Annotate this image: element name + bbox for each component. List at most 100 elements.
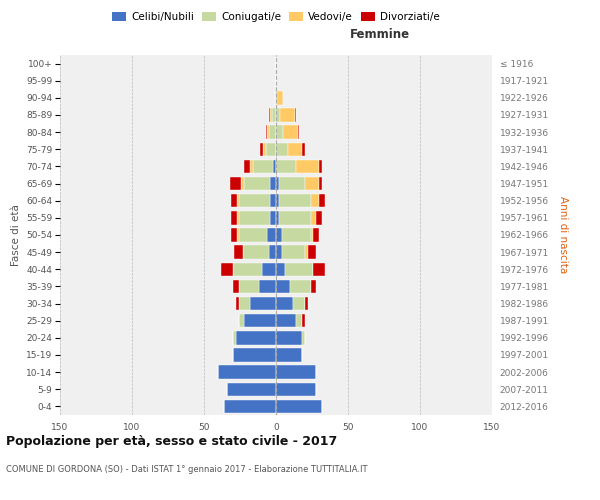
Bar xyxy=(227,382,276,396)
Bar xyxy=(233,348,276,362)
Bar xyxy=(276,280,290,293)
Text: Femmine: Femmine xyxy=(350,28,410,40)
Bar xyxy=(279,211,311,224)
Bar xyxy=(313,228,319,241)
Bar xyxy=(270,211,276,224)
Bar xyxy=(276,142,287,156)
Bar xyxy=(250,297,276,310)
Bar xyxy=(244,160,250,173)
Bar xyxy=(232,194,237,207)
Bar xyxy=(270,177,276,190)
Bar xyxy=(283,126,298,139)
Bar xyxy=(273,160,276,173)
Bar xyxy=(313,262,325,276)
Bar xyxy=(276,382,316,396)
Bar xyxy=(305,177,319,190)
Bar xyxy=(263,142,266,156)
Bar xyxy=(230,177,241,190)
Bar xyxy=(275,91,276,104)
Bar xyxy=(305,297,308,310)
Bar xyxy=(239,211,270,224)
Bar xyxy=(276,126,283,139)
Bar xyxy=(308,246,316,259)
Bar xyxy=(276,194,279,207)
Bar xyxy=(311,211,316,224)
Bar xyxy=(276,314,296,328)
Bar xyxy=(270,108,272,122)
Bar xyxy=(293,297,305,310)
Bar xyxy=(276,400,322,413)
Bar xyxy=(311,280,316,293)
Bar xyxy=(302,314,305,328)
Bar xyxy=(232,228,237,241)
Bar xyxy=(270,194,276,207)
Bar xyxy=(319,194,325,207)
Bar xyxy=(234,246,243,259)
Bar xyxy=(268,126,269,139)
Bar xyxy=(221,262,233,276)
Bar xyxy=(282,228,311,241)
Bar xyxy=(233,262,262,276)
Bar xyxy=(276,262,284,276)
Bar xyxy=(218,366,276,379)
Bar xyxy=(243,246,269,259)
Bar xyxy=(276,211,279,224)
Bar xyxy=(282,246,305,259)
Bar xyxy=(276,91,277,104)
Bar xyxy=(239,297,250,310)
Bar xyxy=(239,280,259,293)
Bar xyxy=(276,246,282,259)
Bar xyxy=(236,297,239,310)
Bar xyxy=(276,366,316,379)
Bar xyxy=(305,246,308,259)
Bar xyxy=(276,331,302,344)
Bar xyxy=(233,331,236,344)
Bar xyxy=(319,177,322,190)
Bar xyxy=(232,211,237,224)
Y-axis label: Anni di nascita: Anni di nascita xyxy=(559,196,568,274)
Bar xyxy=(237,228,239,241)
Bar xyxy=(262,262,276,276)
Bar xyxy=(237,211,239,224)
Bar xyxy=(296,160,319,173)
Bar xyxy=(260,142,263,156)
Bar xyxy=(239,194,270,207)
Bar xyxy=(244,314,276,328)
Bar xyxy=(277,91,283,104)
Bar xyxy=(276,177,279,190)
Bar xyxy=(269,108,270,122)
Bar xyxy=(279,194,311,207)
Bar xyxy=(276,160,296,173)
Bar xyxy=(311,228,313,241)
Bar xyxy=(244,177,270,190)
Bar xyxy=(253,160,273,173)
Bar xyxy=(284,262,313,276)
Y-axis label: Fasce di età: Fasce di età xyxy=(11,204,20,266)
Bar xyxy=(298,126,299,139)
Bar xyxy=(276,348,302,362)
Bar xyxy=(224,400,276,413)
Bar xyxy=(269,126,276,139)
Bar xyxy=(276,228,282,241)
Bar xyxy=(233,280,239,293)
Bar xyxy=(237,194,239,207)
Bar xyxy=(241,177,244,190)
Bar xyxy=(272,108,276,122)
Bar xyxy=(266,126,268,139)
Bar xyxy=(239,314,244,328)
Bar xyxy=(266,142,276,156)
Bar xyxy=(276,297,293,310)
Bar xyxy=(280,108,295,122)
Bar xyxy=(269,246,276,259)
Bar xyxy=(259,280,276,293)
Bar xyxy=(302,331,305,344)
Text: COMUNE DI GORDONA (SO) - Dati ISTAT 1° gennaio 2017 - Elaborazione TUTTITALIA.IT: COMUNE DI GORDONA (SO) - Dati ISTAT 1° g… xyxy=(6,465,367,474)
Text: Popolazione per età, sesso e stato civile - 2017: Popolazione per età, sesso e stato civil… xyxy=(6,435,337,448)
Bar xyxy=(287,142,302,156)
Bar xyxy=(236,331,276,344)
Bar xyxy=(250,160,253,173)
Bar xyxy=(279,177,305,190)
Bar xyxy=(302,142,305,156)
Bar xyxy=(319,160,322,173)
Legend: Celibi/Nubili, Coniugati/e, Vedovi/e, Divorziati/e: Celibi/Nubili, Coniugati/e, Vedovi/e, Di… xyxy=(108,8,444,26)
